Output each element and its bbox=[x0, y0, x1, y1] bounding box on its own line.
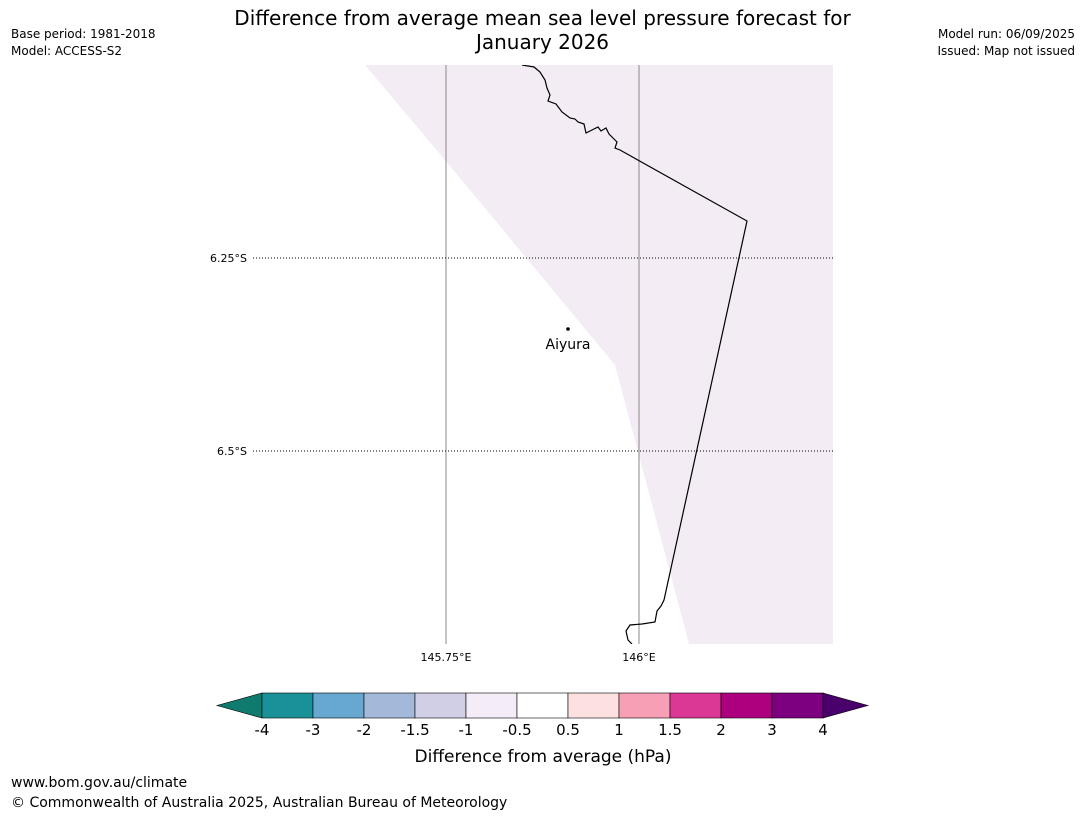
model-text: Model: ACCESS-S2 bbox=[11, 44, 123, 58]
base-period-text: Base period: 1981-2018 bbox=[11, 27, 156, 41]
legend-tick-label: 3 bbox=[767, 721, 777, 739]
legend-tick-label: 1 bbox=[614, 721, 624, 739]
lat-label-6-5s: 6.5°S bbox=[217, 445, 247, 458]
legend-swatch bbox=[414, 692, 467, 719]
legend-tick-label: 2 bbox=[716, 721, 726, 739]
legend-swatch bbox=[465, 692, 518, 719]
legend-tick-label: 1.5 bbox=[658, 721, 682, 739]
legend-title: Difference from average (hPa) bbox=[415, 747, 672, 767]
legend-swatch bbox=[720, 692, 773, 719]
anomaly-shaded-region bbox=[365, 65, 833, 644]
legend-swatch bbox=[312, 692, 365, 719]
legend-swatch bbox=[516, 692, 569, 719]
map-title-line-1: Difference from average mean sea level p… bbox=[234, 6, 851, 30]
legend-swatch bbox=[261, 692, 314, 719]
aiyura-label: Aiyura bbox=[546, 337, 591, 353]
metadata-right: Model run: 06/09/2025 Issued: Map not is… bbox=[937, 26, 1075, 60]
legend-swatch bbox=[363, 692, 416, 719]
legend-tick-label: 4 bbox=[818, 721, 828, 739]
lon-label-146e: 146°E bbox=[622, 651, 655, 664]
legend-tick-label: -4 bbox=[255, 721, 270, 739]
legend-tick-label: -2 bbox=[357, 721, 372, 739]
legend-swatch bbox=[618, 692, 671, 719]
legend-extend-low bbox=[215, 692, 263, 719]
legend-swatch bbox=[567, 692, 620, 719]
footer-url[interactable]: www.bom.gov.au/climate bbox=[11, 775, 188, 791]
issued-text: Issued: Map not issued bbox=[937, 44, 1075, 58]
legend-tick-label: -1 bbox=[459, 721, 474, 739]
metadata-left: Base period: 1981-2018 Model: ACCESS-S2 bbox=[11, 26, 156, 60]
map-title-line-2: January 2026 bbox=[475, 30, 610, 54]
lon-label-145-75e: 145.75°E bbox=[421, 651, 472, 664]
legend-tick-label: -0.5 bbox=[502, 721, 531, 739]
aiyura-marker bbox=[566, 327, 570, 331]
model-run-text: Model run: 06/09/2025 bbox=[937, 27, 1075, 41]
legend-extend-high bbox=[822, 692, 870, 719]
legend-tick-label: -1.5 bbox=[400, 721, 429, 739]
lat-label-6-25s: 6.25°S bbox=[210, 252, 247, 265]
coastline-boundary bbox=[521, 65, 748, 644]
map-title: Difference from average mean sea level p… bbox=[0, 6, 1085, 54]
legend-swatch bbox=[669, 692, 722, 719]
footer-copyright: © Commonwealth of Australia 2025, Austra… bbox=[11, 795, 508, 811]
legend-tick-label: -3 bbox=[306, 721, 321, 739]
legend-tick-label: 0.5 bbox=[556, 721, 580, 739]
legend-swatch bbox=[771, 692, 824, 719]
